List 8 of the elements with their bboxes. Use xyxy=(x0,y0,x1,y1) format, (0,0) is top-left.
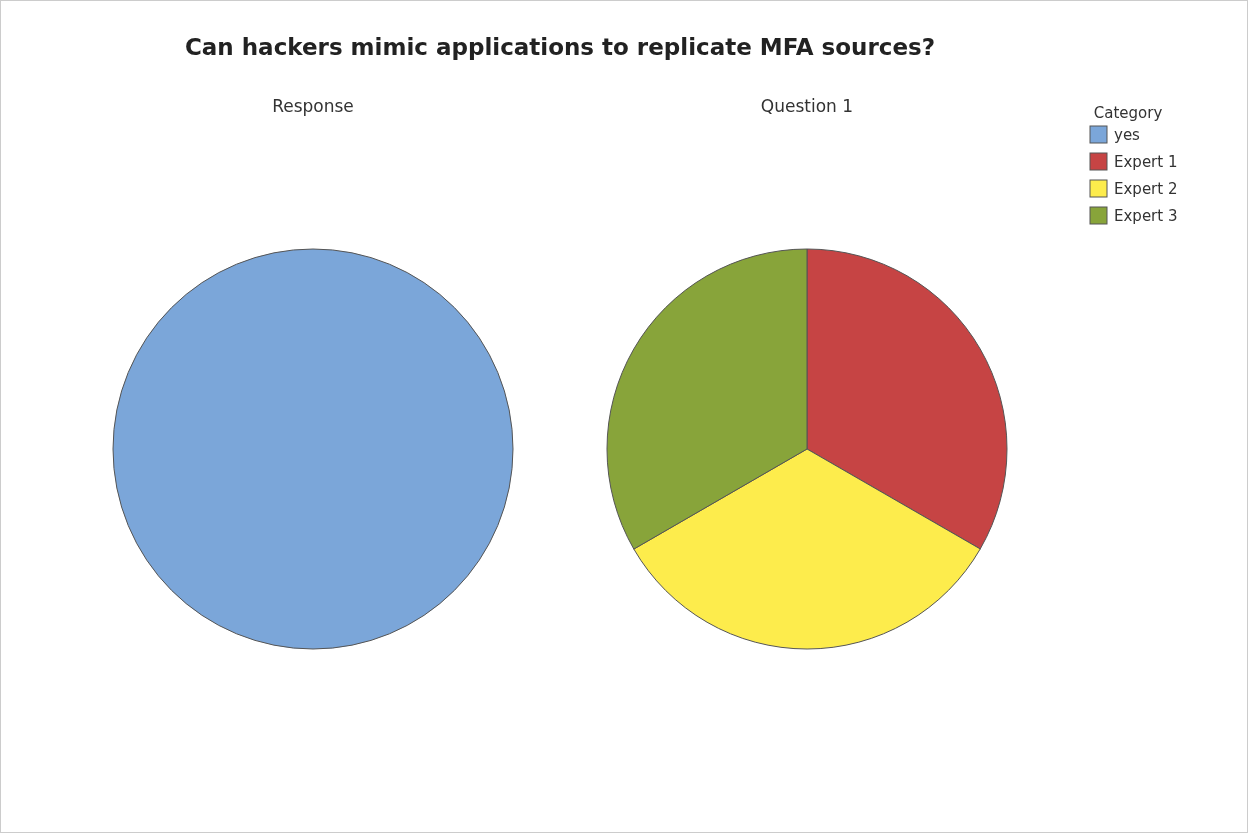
chart-subtitle: Response xyxy=(272,96,354,116)
legend-label: Expert 3 xyxy=(1114,207,1178,225)
legend-label: Expert 2 xyxy=(1114,180,1178,198)
legend-label: Expert 1 xyxy=(1114,153,1178,171)
chart-title: Can hackers mimic applications to replicate MFA sources? xyxy=(184,34,936,60)
chart-subtitle: Question 1 xyxy=(760,96,854,116)
legend-label: yes xyxy=(1114,126,1141,144)
legend-title: Category xyxy=(1093,104,1163,122)
